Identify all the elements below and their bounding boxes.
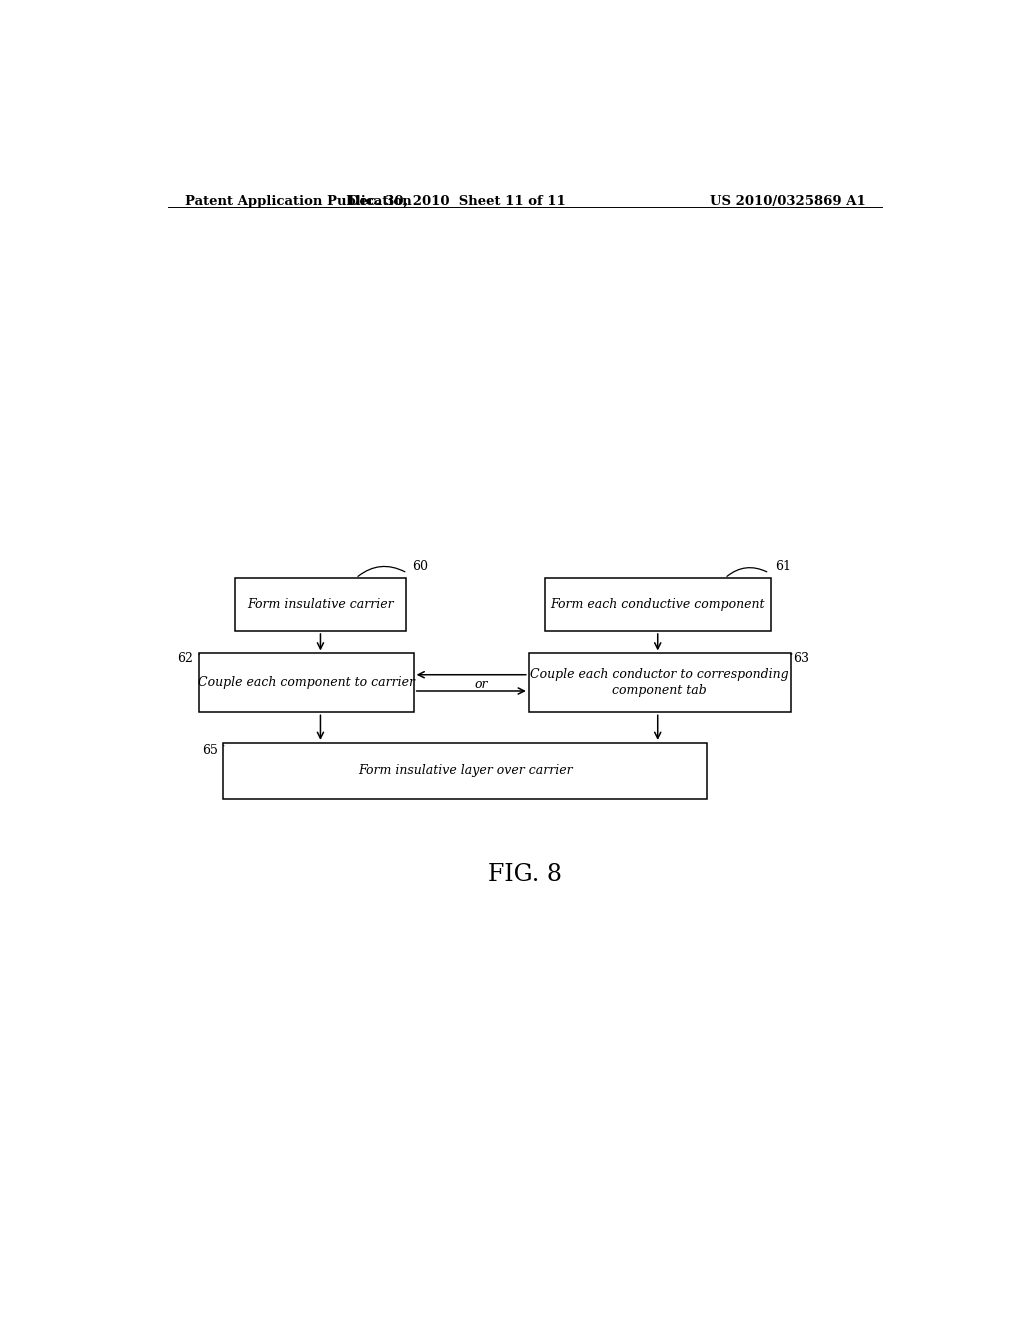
Bar <box>236 578 406 631</box>
Text: Couple each component to carrier: Couple each component to carrier <box>198 676 415 689</box>
Text: 65: 65 <box>202 744 218 756</box>
Text: Form insulative layer over carrier: Form insulative layer over carrier <box>358 764 572 777</box>
Bar <box>223 743 708 799</box>
Text: 62: 62 <box>177 652 194 665</box>
Text: Dec. 30, 2010  Sheet 11 of 11: Dec. 30, 2010 Sheet 11 of 11 <box>348 195 566 209</box>
Text: or: or <box>474 678 487 692</box>
Text: Patent Application Publication: Patent Application Publication <box>185 195 412 209</box>
Text: FIG. 8: FIG. 8 <box>487 863 562 887</box>
Text: 61: 61 <box>775 560 791 573</box>
Text: Couple each conductor to corresponding
component tab: Couple each conductor to corresponding c… <box>530 668 790 697</box>
Text: 60: 60 <box>412 560 428 573</box>
Text: US 2010/0325869 A1: US 2010/0325869 A1 <box>711 195 866 209</box>
Text: Form each conductive component: Form each conductive component <box>551 598 765 611</box>
Bar <box>528 653 791 713</box>
Text: 63: 63 <box>793 652 809 665</box>
Bar <box>200 653 414 713</box>
Text: Form insulative carrier: Form insulative carrier <box>247 598 394 611</box>
Bar <box>545 578 771 631</box>
